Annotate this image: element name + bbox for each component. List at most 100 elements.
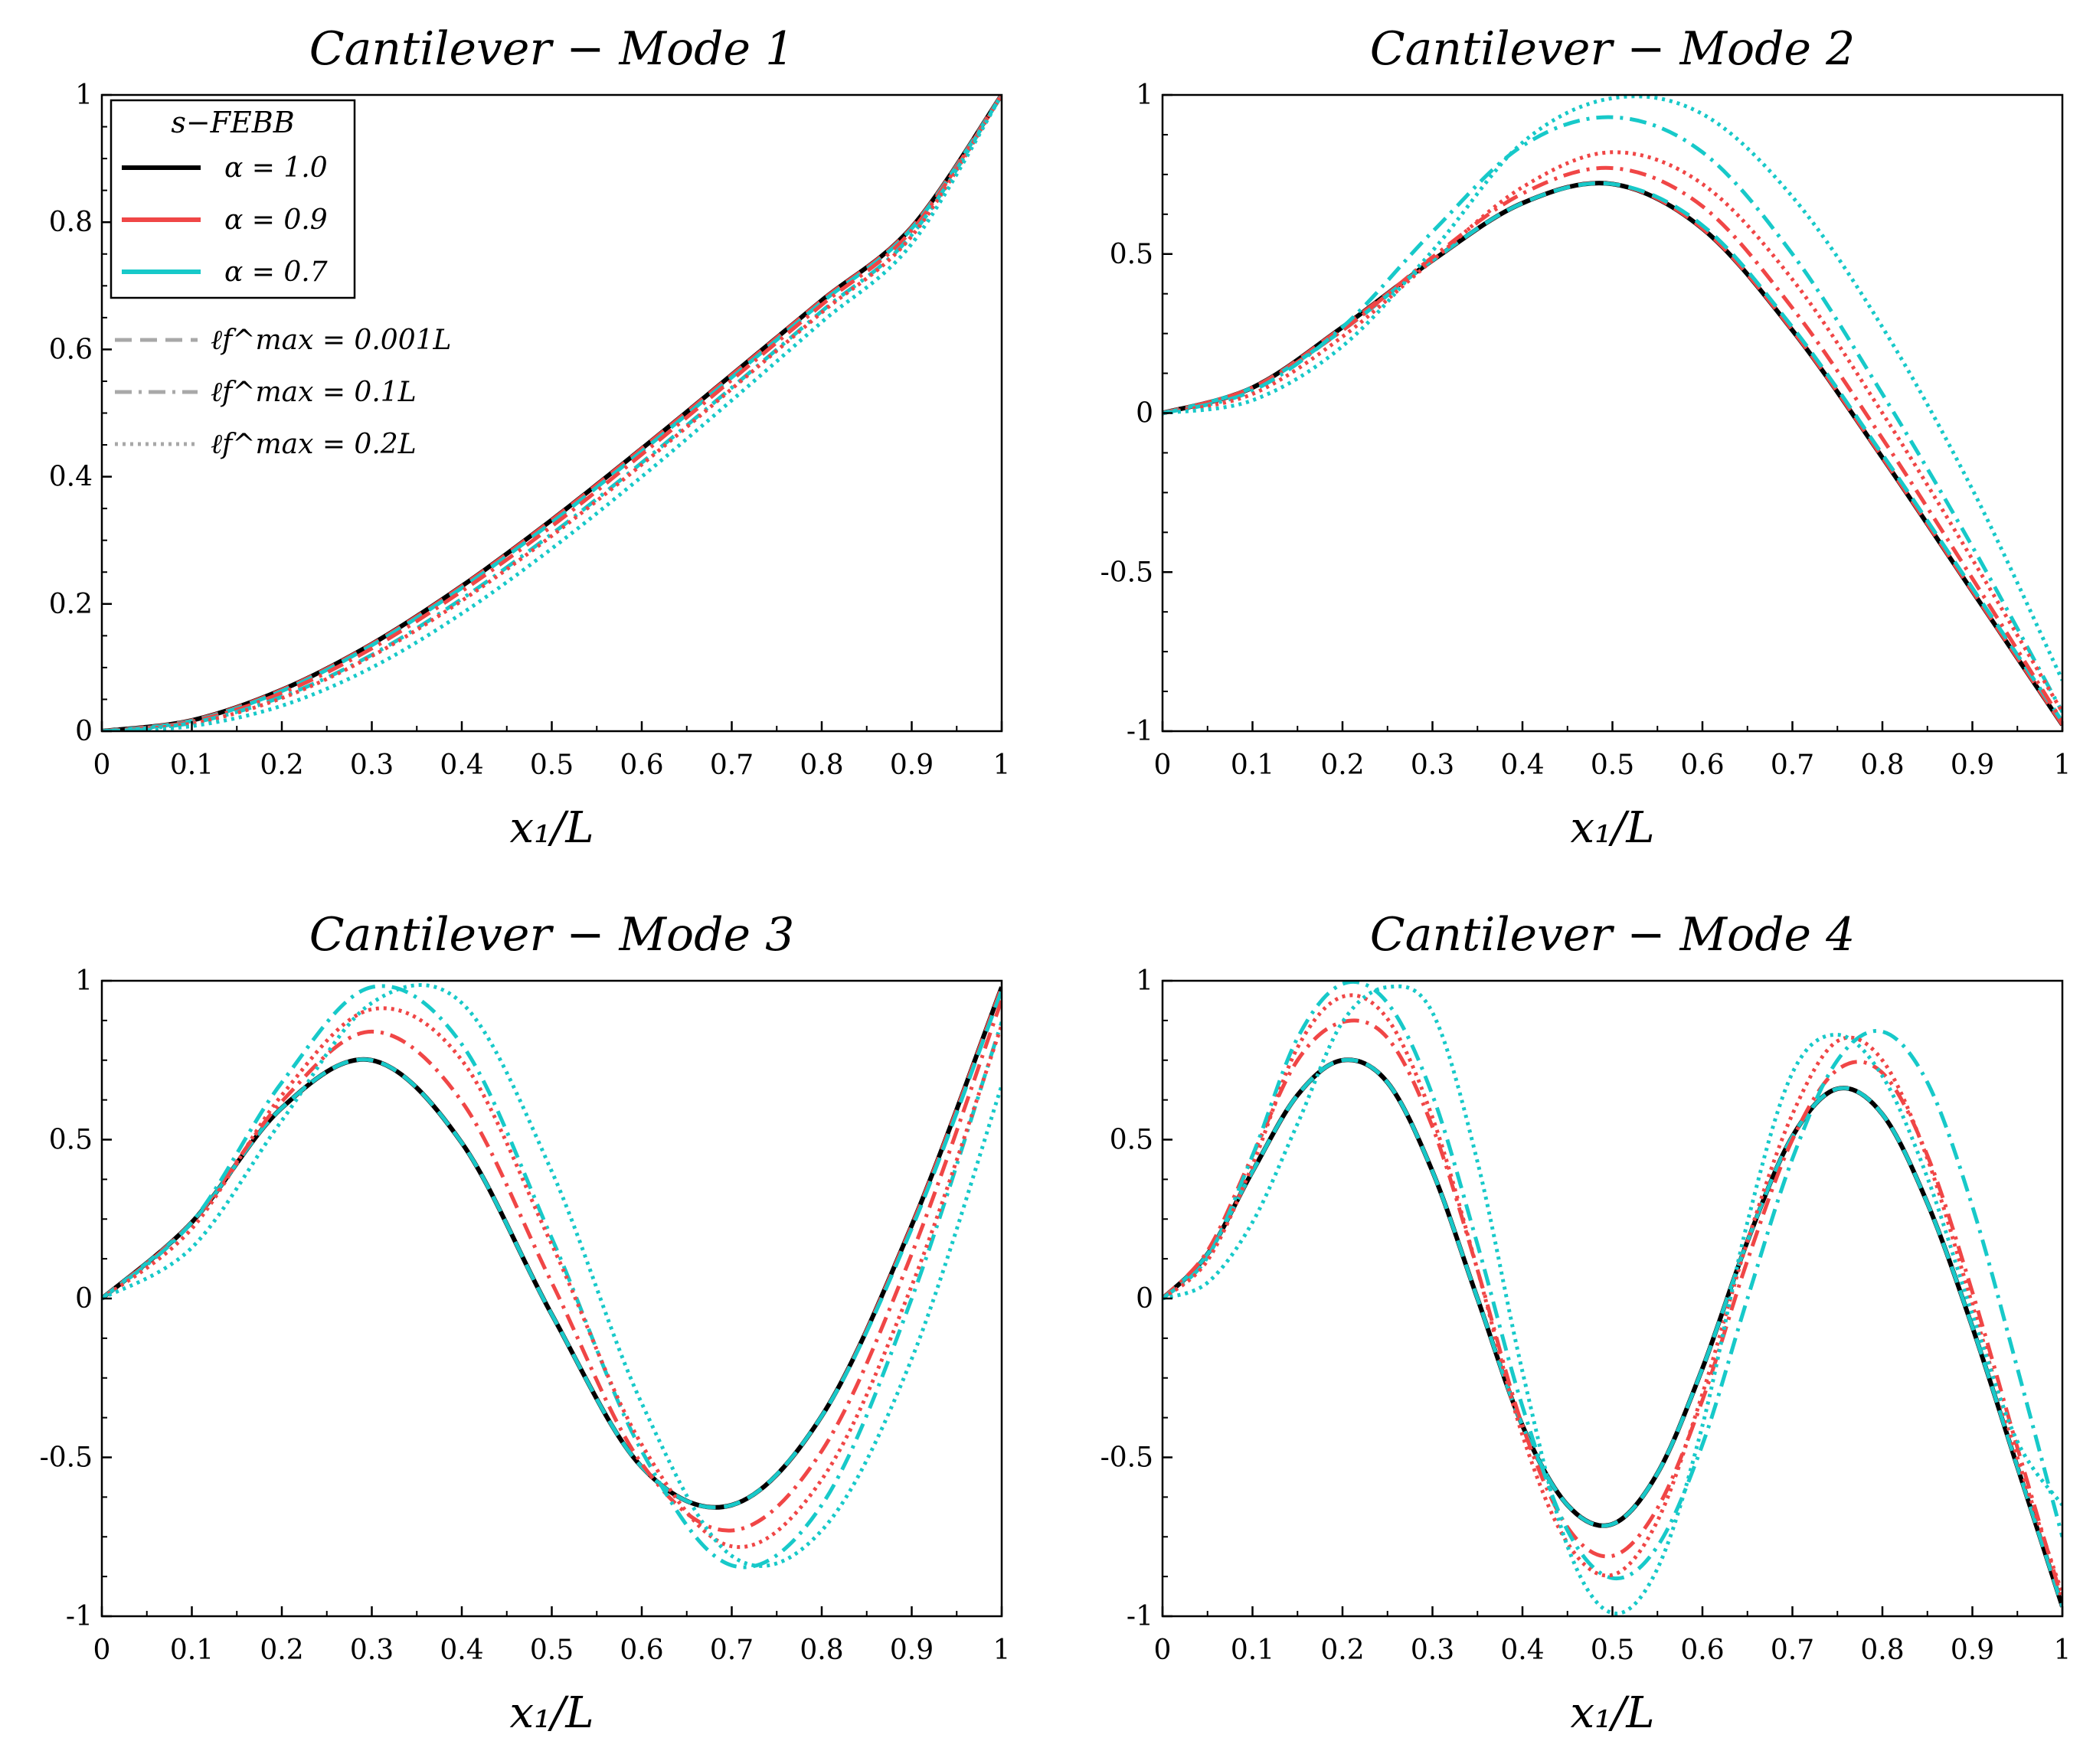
chart-panel-4: Cantilever − Mode 4 0 0.1 0.2 0.3 0.4 0.5 0.6 0.…: [1100, 908, 2072, 1738]
x-tick-label: 0.8: [800, 750, 843, 781]
x-tick-label: 0: [1154, 1635, 1172, 1666]
series-line-cyan-dashdot: [1163, 115, 2062, 714]
legend-alpha-label: α = 0.7: [224, 256, 328, 288]
x-axis-label: x₁/L: [1570, 803, 1654, 853]
x-axis-label: x₁/L: [509, 803, 594, 853]
series-group: [102, 95, 1002, 731]
y-tick-label: 0.6: [49, 334, 93, 365]
series-line-red-dashed: [1163, 181, 2062, 727]
y-tick-label: -1: [66, 1601, 93, 1632]
legend-alpha-label: α = 1.0: [224, 152, 328, 184]
x-tick-label: 0.5: [1591, 750, 1634, 781]
x-tick-label: 0.7: [1771, 1635, 1814, 1666]
x-tick-label: 0.6: [620, 750, 663, 781]
x-tick-label: 0.6: [1680, 1635, 1724, 1666]
series-group: [1163, 981, 2062, 1615]
x-tick-label: 0.8: [800, 1635, 843, 1666]
x-tick-label: 0.2: [1320, 1635, 1364, 1666]
legend: s−FEBB α = 1.0 α = 0.9 α = 0.7 ℓf^max = 0.00…: [110, 99, 451, 460]
chart-title: Cantilever − Mode 3: [309, 908, 795, 962]
x-tick-label: 0: [93, 1635, 111, 1666]
x-tick-label: 0.2: [1320, 750, 1364, 781]
y-tick-label: 0: [75, 1283, 93, 1315]
x-axis-label: x₁/L: [1570, 1688, 1654, 1738]
x-tick-label: 0.4: [1500, 750, 1544, 781]
series-group: [102, 983, 1002, 1570]
series-line-red-dotted: [102, 1006, 1002, 1550]
series-group: [1163, 95, 2062, 727]
legend-title: s−FEBB: [171, 106, 294, 139]
series-line-red-dashdot: [102, 95, 1002, 731]
x-tick-label: 0.7: [710, 750, 754, 781]
chart-panel-1: Cantilever − Mode 1 0 0.1 0.2 0.3 0.4 0.5 0.6 0.…: [49, 22, 1011, 853]
y-tick-label: 0.8: [49, 207, 93, 238]
series-line-black-solid: [1163, 181, 2062, 727]
legend-box: [110, 99, 356, 299]
x-tick-label: 0.1: [170, 1635, 214, 1666]
series-line-red-dashdot: [102, 999, 1002, 1533]
x-tick-label: 0.1: [170, 750, 214, 781]
x-tick-label: 0.7: [710, 1635, 754, 1666]
x-tick-label: 0.3: [350, 1635, 394, 1666]
series-line-red-dashdot: [1163, 165, 2062, 723]
x-tick-label: 0.4: [1500, 1635, 1544, 1666]
x-tick-label: 0.1: [1231, 750, 1274, 781]
series-line-cyan-dashdot: [102, 984, 1002, 1570]
series-line-cyan-dashed: [1163, 181, 2062, 723]
legend-length-label: ℓf^max = 0.1L: [211, 377, 417, 408]
chart-panel-2: Cantilever − Mode 2 0 0.1 0.2 0.3 0.4 0.5 0.6 0.…: [1100, 22, 2072, 853]
x-tick-label: 1: [993, 1635, 1011, 1666]
y-tick-label: 0.5: [49, 1125, 93, 1156]
series-line-red-dotted: [102, 95, 1002, 731]
x-tick-label: 0.1: [1231, 1635, 1274, 1666]
x-tick-label: 0.2: [260, 750, 303, 781]
y-tick-label: -1: [1127, 716, 1153, 747]
series-line-cyan-dashed: [102, 989, 1002, 1510]
y-tick-label: 0.5: [1110, 1125, 1153, 1156]
series-line-cyan-dotted: [1163, 984, 2062, 1615]
x-tick-label: 0.8: [1860, 750, 1904, 781]
x-tick-label: 0.5: [530, 1635, 574, 1666]
series-line-red-dashed: [102, 986, 1002, 1510]
x-tick-label: 0.9: [890, 1635, 934, 1666]
axes-frame: [100, 979, 1003, 1618]
y-tick-label: 0: [75, 716, 93, 747]
x-axis-label: x₁/L: [509, 1688, 594, 1738]
x-tick-label: 0.9: [890, 750, 934, 781]
chart-title: Cantilever − Mode 2: [1370, 22, 1856, 76]
series-line-red-dotted: [1163, 150, 2062, 714]
x-tick-label: 0.5: [530, 750, 574, 781]
chart-title: Cantilever − Mode 4: [1370, 908, 1856, 962]
x-tick-label: 0.8: [1860, 1635, 1904, 1666]
legend-alpha-label: α = 0.9: [224, 204, 328, 236]
y-tick-label: -0.5: [40, 1442, 93, 1474]
y-tick-label: 1: [1136, 965, 1153, 997]
x-tick-label: 1: [2054, 1635, 2072, 1666]
axes-frame: [1161, 979, 2064, 1618]
x-tick-label: 0.3: [1411, 1635, 1454, 1666]
y-tick-label: 0: [1136, 1283, 1153, 1315]
y-tick-label: 0.5: [1110, 239, 1153, 270]
legend-length-label: ℓf^max = 0.2L: [211, 429, 417, 460]
legend-length-label: ℓf^max = 0.001L: [211, 325, 451, 356]
x-tick-label: 0.9: [1951, 750, 1994, 781]
x-tick-label: 1: [2054, 750, 2072, 781]
chart-panel-3: Cantilever − Mode 3 0 0.1 0.2 0.3 0.4 0.5 0.6 0.…: [40, 908, 1011, 1738]
series-line-red-dashdot: [1163, 1018, 2062, 1602]
x-tick-label: 0.4: [440, 750, 483, 781]
x-tick-label: 0: [93, 750, 111, 781]
y-tick-label: 0: [1136, 398, 1153, 430]
x-tick-label: 0.7: [1771, 750, 1814, 781]
series-line-cyan-dashdot: [102, 95, 1002, 731]
axes-frame: [1161, 93, 2064, 733]
x-tick-label: 0.3: [1411, 750, 1454, 781]
series-line-black-solid: [102, 986, 1002, 1510]
y-tick-label: -1: [1127, 1601, 1153, 1632]
x-tick-label: 0.5: [1591, 1635, 1634, 1666]
chart-title: Cantilever − Mode 1: [309, 22, 795, 76]
y-tick-label: 0.4: [49, 462, 93, 493]
y-tick-label: 0.2: [49, 589, 93, 620]
series-line-cyan-dotted: [1163, 95, 2062, 681]
series-line-cyan-dotted: [102, 983, 1002, 1568]
